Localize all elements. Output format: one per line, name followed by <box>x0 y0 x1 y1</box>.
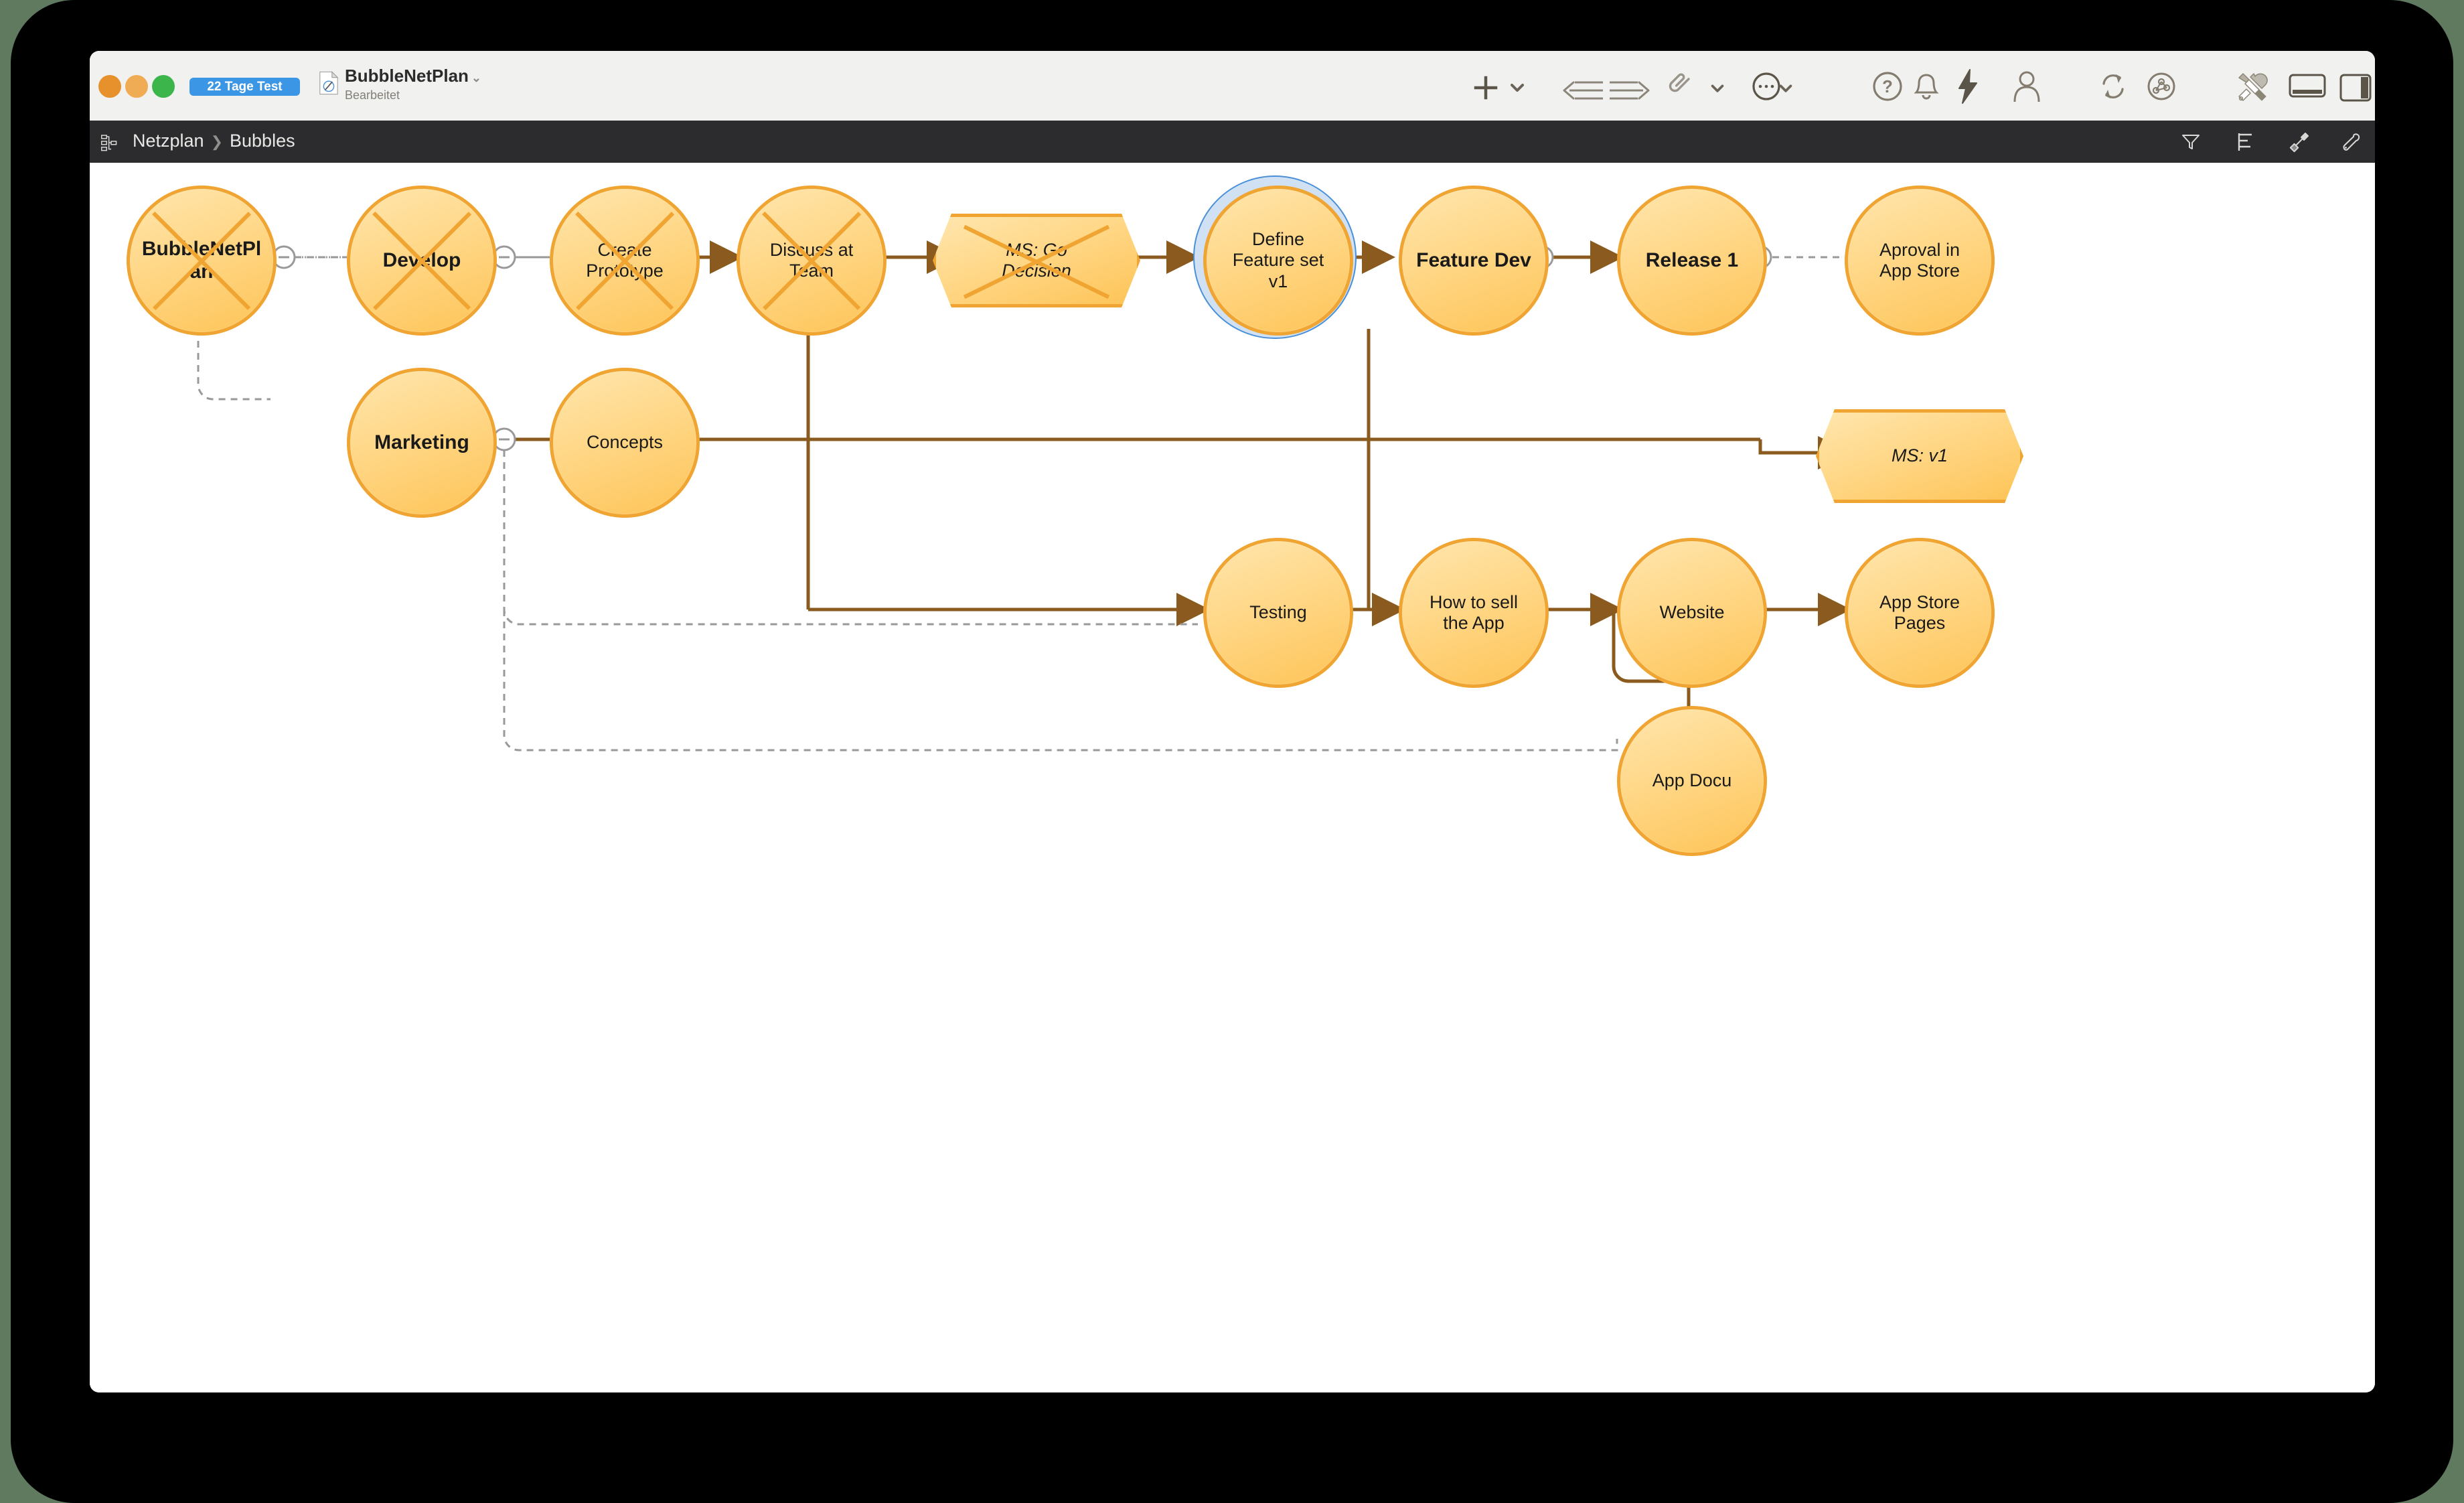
svg-text:?: ? <box>1882 76 1893 96</box>
